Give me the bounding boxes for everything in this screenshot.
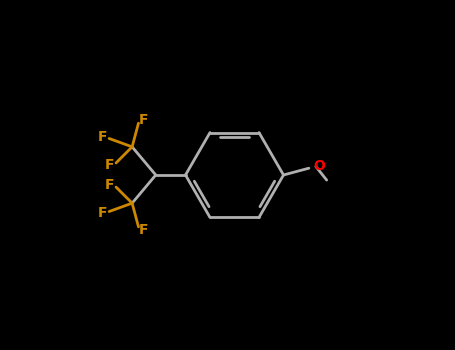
Text: O: O [313, 160, 325, 174]
Text: F: F [98, 130, 107, 144]
Text: F: F [139, 223, 148, 237]
Text: F: F [139, 113, 148, 127]
Text: F: F [105, 158, 115, 172]
Text: F: F [105, 178, 115, 192]
Text: F: F [98, 206, 107, 220]
